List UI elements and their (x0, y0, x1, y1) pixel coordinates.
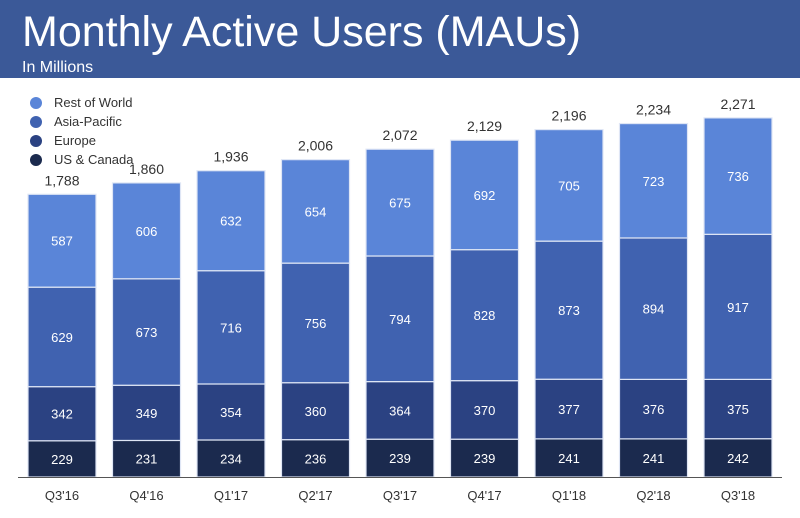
data-label: 654 (305, 204, 327, 219)
data-label: 239 (389, 451, 411, 466)
bar-segment (618, 122, 689, 239)
legend-item: Asia-Pacific (30, 112, 134, 131)
total-label: 2,129 (467, 118, 502, 134)
data-label: 756 (305, 316, 327, 331)
bar-segment (449, 139, 520, 251)
legend-label: Europe (54, 133, 96, 148)
x-tick-label: Q2'18 (636, 488, 670, 503)
legend-item: Europe (30, 131, 134, 150)
bar-segment (27, 386, 97, 442)
x-tick-label: Q2'17 (298, 488, 332, 503)
bar-segment (196, 383, 266, 441)
bar-segment (449, 380, 520, 440)
bar-segment (111, 384, 182, 442)
data-label: 873 (558, 303, 580, 318)
x-tick-label: Q4'17 (467, 488, 501, 503)
data-label: 234 (220, 451, 242, 466)
bar-segment (365, 438, 435, 478)
data-label: 716 (220, 320, 242, 335)
data-label: 723 (643, 174, 665, 189)
legend: Rest of World Asia-Pacific Europe US & Cana… (30, 93, 134, 169)
legend-label: Asia-Pacific (54, 114, 122, 129)
bar-segment (703, 378, 773, 440)
data-label: 629 (51, 330, 73, 345)
data-label: 828 (474, 308, 496, 323)
data-label: 354 (220, 405, 242, 420)
legend-swatch-icon (30, 115, 42, 128)
data-label: 349 (136, 406, 158, 421)
data-label: 377 (558, 402, 580, 417)
bar-segment (618, 378, 689, 440)
bar-segment (703, 438, 773, 478)
header-band: Monthly Active Users (MAUs) In Millions (0, 0, 800, 78)
bar-segment (703, 233, 773, 380)
total-label: 1,860 (129, 161, 164, 177)
total-label: 2,006 (298, 138, 333, 154)
bar-segment (280, 159, 351, 264)
legend-swatch-icon (30, 153, 42, 166)
data-label: 794 (389, 312, 411, 327)
bar-segment (365, 255, 435, 383)
legend-swatch-icon (30, 134, 42, 147)
data-label: 376 (643, 402, 665, 417)
total-label: 2,196 (551, 108, 586, 124)
data-label: 370 (474, 403, 496, 418)
legend-item: Rest of World (30, 93, 134, 112)
data-label: 675 (389, 196, 411, 211)
legend-item: US & Canada (30, 150, 134, 169)
bar-segment (27, 193, 97, 288)
x-tick-label: Q1'18 (552, 488, 586, 503)
bar-segment (365, 148, 435, 257)
bar-segment (111, 439, 182, 478)
bar-segment (449, 249, 520, 382)
data-label: 692 (474, 188, 496, 203)
data-label: 375 (727, 402, 749, 417)
data-label: 242 (727, 451, 749, 466)
total-label: 1,936 (213, 149, 248, 165)
bar-segment (534, 240, 604, 380)
bar-segment (280, 262, 351, 384)
bar-segment (196, 170, 266, 272)
data-label: 241 (558, 451, 580, 466)
data-label: 632 (220, 214, 242, 229)
data-label: 236 (305, 451, 327, 466)
bar-segment (111, 278, 182, 386)
data-label: 364 (389, 403, 411, 418)
data-label: 894 (643, 302, 665, 317)
data-label: 360 (305, 404, 327, 419)
legend-label: US & Canada (54, 152, 134, 167)
chart-subtitle: In Millions (22, 59, 94, 76)
bar-segment (534, 128, 604, 242)
total-label: 2,234 (636, 102, 671, 118)
data-label: 673 (136, 325, 158, 340)
total-label: 1,788 (44, 172, 79, 188)
data-label: 606 (136, 224, 158, 239)
x-tick-label: Q3'16 (45, 488, 79, 503)
chart-title: Monthly Active Users (MAUs) (22, 8, 582, 56)
x-tick-label: Q3'18 (721, 488, 755, 503)
data-label: 705 (558, 178, 580, 193)
total-label: 2,072 (382, 127, 417, 143)
bar-segment (703, 117, 773, 235)
bar-segment (280, 382, 351, 441)
data-label: 342 (51, 407, 73, 422)
x-tick-label: Q3'17 (383, 488, 417, 503)
x-tick-label: Q1'17 (214, 488, 248, 503)
bar-segment (365, 381, 435, 440)
legend-swatch-icon (30, 96, 42, 109)
legend-label: Rest of World (54, 95, 133, 110)
data-label: 229 (51, 452, 73, 467)
data-label: 231 (136, 452, 158, 467)
total-label: 2,271 (720, 96, 755, 112)
x-tick-label: Q4'16 (129, 488, 163, 503)
bar-segment (534, 378, 604, 440)
bar-segment (618, 237, 689, 380)
data-label: 239 (474, 451, 496, 466)
data-label: 587 (51, 234, 73, 249)
data-label: 917 (727, 300, 749, 315)
data-label: 241 (643, 451, 665, 466)
data-label: 736 (727, 169, 749, 184)
bar-segment (111, 182, 182, 280)
